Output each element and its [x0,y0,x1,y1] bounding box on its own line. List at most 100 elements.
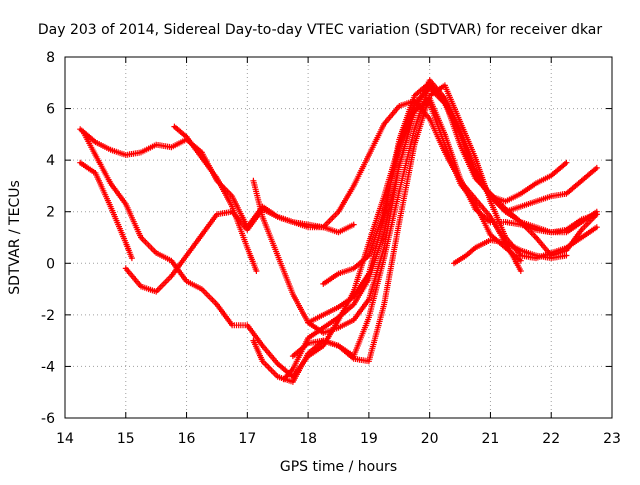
series-track-c [77,159,135,262]
data-point [474,174,477,177]
data-point [474,246,477,250]
data-point [534,236,538,239]
data-point [398,189,401,193]
x-tick-label: 17 [238,431,256,447]
series-markers [250,95,600,336]
data-point [139,236,143,239]
data-point [291,354,295,358]
data-point [580,220,583,224]
series-track-e [171,123,260,274]
data-point [382,210,386,213]
data-point [474,207,477,211]
data-point [489,200,492,203]
data-point [519,220,523,224]
y-tick-label: -2 [41,308,55,324]
data-point [580,179,583,182]
y-tick-label: -4 [41,359,55,375]
data-point [504,210,507,213]
x-tick-label: 20 [421,431,439,447]
data-point [519,254,523,257]
data-point [215,176,219,180]
data-point [595,166,599,170]
data-point [246,228,249,231]
data-point [276,375,279,378]
data-point [185,135,188,139]
data-point [489,220,492,224]
data-point [276,362,279,366]
data-point [519,205,523,208]
data-point [458,143,462,146]
data-point [124,202,127,206]
data-point [428,86,431,90]
data-point [352,223,355,226]
data-point [565,231,568,234]
data-point [322,225,325,229]
data-point [124,267,127,270]
data-point [200,287,203,291]
data-point [337,316,340,319]
data-point [322,282,325,286]
data-point [109,148,112,152]
data-point [261,360,264,363]
y-tick-label: 4 [46,153,55,169]
data-point [489,215,492,219]
data-point [550,195,553,198]
data-point [215,303,219,306]
y-tick-label: -6 [41,411,55,427]
data-point [413,128,416,131]
data-point [519,259,523,262]
data-point [550,231,553,234]
data-point [185,254,188,257]
data-point [443,151,447,154]
data-point [261,344,264,347]
plot-frame [64,56,613,419]
data-point [550,174,553,177]
x-axis-label: GPS time / hours [280,459,397,475]
data-point [458,133,462,136]
data-point [306,321,310,324]
data-point [130,256,134,260]
data-point [109,205,112,208]
x-tick-label: 19 [360,431,378,447]
data-point [534,254,538,257]
data-point [504,200,507,203]
x-tick-label: 23 [603,431,621,447]
data-point [173,125,176,128]
data-point [489,195,492,198]
data-point [565,246,568,250]
data-point [322,331,325,335]
data-point [428,117,431,121]
data-point [337,344,340,347]
y-axis-label: SDTVAR / TECUs [7,180,23,295]
data-point [139,285,143,288]
data-point [534,182,538,185]
data-point [413,143,416,146]
data-point [452,262,456,265]
data-point [550,251,553,255]
x-tick-label: 18 [299,431,317,447]
gridlines [65,57,612,418]
data-point [200,233,203,237]
data-point [170,274,173,278]
data-point [139,151,143,154]
data-point [428,94,431,97]
data-point [458,120,462,123]
axis-ticks: 14 15 16 17 18 19 20 21 22 23 -6 -4 -2 0 2 4 6 8 [41,50,621,447]
data-point [504,241,507,244]
y-tick-label: 8 [46,50,55,66]
data-point [337,210,340,213]
data-point [276,215,279,219]
data-point [398,164,401,167]
y-tick-label: 0 [46,256,55,272]
data-point [170,146,173,149]
data-point [306,336,310,340]
data-point [337,231,340,234]
data-point [519,269,523,273]
data-point [230,323,234,327]
data-point [82,130,85,133]
x-tick-label: 21 [482,431,500,447]
data-point [322,344,325,347]
data-point [291,367,295,371]
data-point [367,153,371,157]
